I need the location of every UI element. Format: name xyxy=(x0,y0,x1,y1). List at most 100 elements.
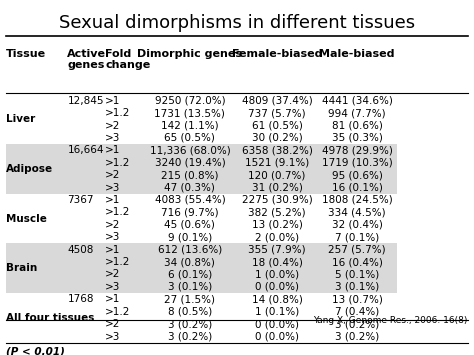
Text: >1: >1 xyxy=(105,195,120,205)
Text: 355 (7.9%): 355 (7.9%) xyxy=(248,245,306,255)
Text: 7 (0.1%): 7 (0.1%) xyxy=(335,232,379,242)
Text: >2: >2 xyxy=(105,319,120,329)
Text: Male-biased: Male-biased xyxy=(319,49,395,59)
Text: 61 (0.5%): 61 (0.5%) xyxy=(252,120,302,131)
Text: 6358 (38.2%): 6358 (38.2%) xyxy=(242,145,312,155)
Text: Dimorphic genes: Dimorphic genes xyxy=(137,49,242,59)
Text: >3: >3 xyxy=(105,232,120,242)
Text: 65 (0.5%): 65 (0.5%) xyxy=(164,133,215,143)
Text: >2: >2 xyxy=(105,170,120,180)
Text: 334 (4.5%): 334 (4.5%) xyxy=(328,207,386,217)
Text: 3 (0.1%): 3 (0.1%) xyxy=(335,282,379,292)
Text: Adipose: Adipose xyxy=(6,164,53,174)
Text: >1.2: >1.2 xyxy=(105,307,130,317)
Text: 7367: 7367 xyxy=(67,195,94,205)
Text: 47 (0.3%): 47 (0.3%) xyxy=(164,182,215,192)
Text: 34 (0.8%): 34 (0.8%) xyxy=(164,257,215,267)
Text: 382 (5.2%): 382 (5.2%) xyxy=(248,207,306,217)
Text: Muscle: Muscle xyxy=(6,214,47,224)
Text: 4508: 4508 xyxy=(67,245,94,255)
Text: >2: >2 xyxy=(105,220,120,230)
Text: 11,336 (68.0%): 11,336 (68.0%) xyxy=(149,145,230,155)
Text: 1 (0.1%): 1 (0.1%) xyxy=(255,307,299,317)
Text: >3: >3 xyxy=(105,182,120,192)
Text: 30 (0.2%): 30 (0.2%) xyxy=(252,133,302,143)
Text: 18 (0.4%): 18 (0.4%) xyxy=(252,257,302,267)
Text: >3: >3 xyxy=(105,332,120,342)
Text: 27 (1.5%): 27 (1.5%) xyxy=(164,294,215,304)
Text: >1.2: >1.2 xyxy=(105,257,130,267)
Text: Active
genes: Active genes xyxy=(67,49,106,70)
Text: 0 (0.0%): 0 (0.0%) xyxy=(255,282,299,292)
Text: 13 (0.7%): 13 (0.7%) xyxy=(332,294,383,304)
Text: 95 (0.6%): 95 (0.6%) xyxy=(332,170,383,180)
Text: >1: >1 xyxy=(105,245,120,255)
Text: Female-biased: Female-biased xyxy=(232,49,322,59)
Text: 994 (7.7%): 994 (7.7%) xyxy=(328,108,386,118)
Text: 1719 (10.3%): 1719 (10.3%) xyxy=(322,158,392,168)
Text: 4083 (55.4%): 4083 (55.4%) xyxy=(155,195,225,205)
Text: 2275 (30.9%): 2275 (30.9%) xyxy=(242,195,312,205)
Text: >3: >3 xyxy=(105,133,120,143)
Text: 1808 (24.5%): 1808 (24.5%) xyxy=(322,195,392,205)
Text: 31 (0.2%): 31 (0.2%) xyxy=(252,182,302,192)
Text: 32 (0.4%): 32 (0.4%) xyxy=(332,220,383,230)
Text: 2 (0.0%): 2 (0.0%) xyxy=(255,232,299,242)
Text: 9250 (72.0%): 9250 (72.0%) xyxy=(155,96,225,106)
Text: 4809 (37.4%): 4809 (37.4%) xyxy=(242,96,312,106)
Text: 3 (0.2%): 3 (0.2%) xyxy=(335,332,379,342)
Text: Sexual dimorphisms in different tissues: Sexual dimorphisms in different tissues xyxy=(59,15,415,32)
Text: 5 (0.1%): 5 (0.1%) xyxy=(335,269,379,279)
Text: Yang X, Genome Res., 2006. 16(8): Yang X, Genome Res., 2006. 16(8) xyxy=(313,316,468,325)
Text: 3 (0.2%): 3 (0.2%) xyxy=(168,319,212,329)
Text: 16 (0.1%): 16 (0.1%) xyxy=(332,182,383,192)
Text: 0 (0.0%): 0 (0.0%) xyxy=(255,332,299,342)
Text: >1.2: >1.2 xyxy=(105,158,130,168)
Text: 6 (0.1%): 6 (0.1%) xyxy=(168,269,212,279)
Text: 257 (5.7%): 257 (5.7%) xyxy=(328,245,386,255)
Text: >3: >3 xyxy=(105,282,120,292)
Text: Fold
change: Fold change xyxy=(105,49,150,70)
Text: >1: >1 xyxy=(105,96,120,106)
Text: 14 (0.8%): 14 (0.8%) xyxy=(252,294,302,304)
Text: 35 (0.3%): 35 (0.3%) xyxy=(332,133,383,143)
Text: 612 (13.6%): 612 (13.6%) xyxy=(158,245,222,255)
Text: 16,664: 16,664 xyxy=(67,145,104,155)
Text: 45 (0.6%): 45 (0.6%) xyxy=(164,220,215,230)
Text: Tissue: Tissue xyxy=(6,49,46,59)
Text: 215 (0.8%): 215 (0.8%) xyxy=(161,170,219,180)
Text: 1 (0.0%): 1 (0.0%) xyxy=(255,269,299,279)
Text: 3240 (19.4%): 3240 (19.4%) xyxy=(155,158,225,168)
Text: 1521 (9.1%): 1521 (9.1%) xyxy=(245,158,309,168)
Text: 142 (1.1%): 142 (1.1%) xyxy=(161,120,219,131)
Text: Liver: Liver xyxy=(6,114,36,124)
Text: >1: >1 xyxy=(105,294,120,304)
Text: 81 (0.6%): 81 (0.6%) xyxy=(332,120,383,131)
Text: 120 (0.7%): 120 (0.7%) xyxy=(248,170,306,180)
Text: 3 (0.1%): 3 (0.1%) xyxy=(168,282,212,292)
Text: 3 (0.2%): 3 (0.2%) xyxy=(168,332,212,342)
Text: 1731 (13.5%): 1731 (13.5%) xyxy=(155,108,225,118)
Text: 8 (0.5%): 8 (0.5%) xyxy=(168,307,212,317)
Text: 716 (9.7%): 716 (9.7%) xyxy=(161,207,219,217)
Text: 0 (0.0%): 0 (0.0%) xyxy=(255,319,299,329)
Text: >1: >1 xyxy=(105,145,120,155)
Text: >1.2: >1.2 xyxy=(105,207,130,217)
Text: 16 (0.4%): 16 (0.4%) xyxy=(332,257,383,267)
Text: >1.2: >1.2 xyxy=(105,108,130,118)
Text: 12,845: 12,845 xyxy=(67,96,104,106)
Text: 4441 (34.6%): 4441 (34.6%) xyxy=(322,96,392,106)
Text: (P < 0.01): (P < 0.01) xyxy=(6,346,65,355)
Text: >2: >2 xyxy=(105,120,120,131)
Text: Brain: Brain xyxy=(6,263,37,273)
Text: 3 (0.2%): 3 (0.2%) xyxy=(335,319,379,329)
Text: 13 (0.2%): 13 (0.2%) xyxy=(252,220,302,230)
Text: All four tissues: All four tissues xyxy=(6,313,94,323)
Bar xyxy=(6,144,397,194)
Text: 737 (5.7%): 737 (5.7%) xyxy=(248,108,306,118)
Bar xyxy=(6,244,397,293)
Text: >2: >2 xyxy=(105,269,120,279)
Text: 1768: 1768 xyxy=(67,294,94,304)
Text: 7 (0.4%): 7 (0.4%) xyxy=(335,307,379,317)
Text: 9 (0.1%): 9 (0.1%) xyxy=(168,232,212,242)
